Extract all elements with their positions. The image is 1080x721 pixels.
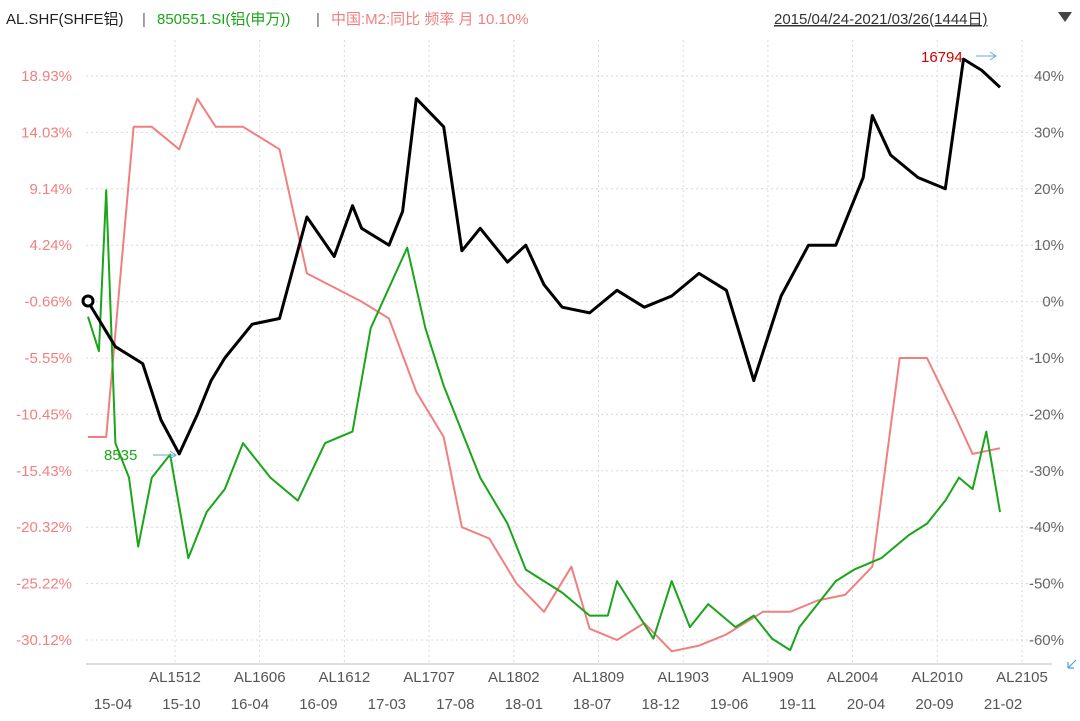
left-tick-label: -15.43% <box>16 463 72 480</box>
x-date-label: 20-04 <box>847 696 885 713</box>
x-contract-label: AL1707 <box>403 669 455 686</box>
x-date-label: 16-09 <box>299 696 337 713</box>
max-arrow <box>976 51 997 61</box>
left-tick-label: -30.12% <box>16 632 72 649</box>
right-tick-label: 0% <box>1042 294 1064 311</box>
right-tick-label: 30% <box>1034 124 1064 141</box>
x-date-label: 19-11 <box>779 696 816 713</box>
x-contract-label: AL1512 <box>149 669 201 686</box>
x-date-label: 20-09 <box>915 696 953 713</box>
right-tick-label: -20% <box>1029 406 1064 423</box>
left-tick-label: -10.45% <box>16 406 72 423</box>
x-date-label: 15-04 <box>94 696 132 713</box>
right-tick-label: 20% <box>1034 181 1064 198</box>
x-contract-label: AL1903 <box>657 669 709 686</box>
x-date-label: 15-10 <box>162 696 200 713</box>
x-date-label: 21-02 <box>984 696 1022 713</box>
left-tick-label: -5.55% <box>24 350 72 367</box>
min-annotation: 8535 <box>104 447 137 464</box>
right-tick-label: -60% <box>1029 632 1064 649</box>
legend-al[interactable]: AL.SHF(SHFE铝) <box>6 11 124 28</box>
right-tick-label: -30% <box>1029 463 1064 480</box>
legend-sep-1: | <box>142 11 146 28</box>
x-contract-label: AL1612 <box>319 669 371 686</box>
right-tick-label: -50% <box>1029 576 1064 593</box>
x-axis: AL1512 AL1606 AL1612 AL1707 AL1802 AL1809 AL19… <box>94 669 1048 713</box>
start-marker[interactable] <box>81 294 95 308</box>
x-date-label: 16-04 <box>231 696 269 713</box>
x-contract-label: AL1606 <box>234 669 286 686</box>
x-date-label: 18-01 <box>505 696 543 713</box>
right-tick-label: 40% <box>1034 68 1064 85</box>
resize-corner-icon[interactable] <box>1067 659 1077 669</box>
right-tick-label: -10% <box>1029 350 1064 367</box>
left-tick-label: -25.22% <box>16 576 72 593</box>
triangle-down-icon[interactable] <box>1058 12 1072 22</box>
x-date-label: 18-07 <box>573 696 611 713</box>
left-axis: 18.93% 14.03% 9.14% 4.24% -0.66% -5.55% -10.45… <box>16 68 72 649</box>
left-tick-label: 9.14% <box>29 181 72 198</box>
left-tick-label: 18.93% <box>21 68 72 85</box>
x-date-label: 17-03 <box>368 696 406 713</box>
x-date-label: 19-06 <box>710 696 748 713</box>
x-contract-label: AL1802 <box>488 669 540 686</box>
series-lines <box>86 57 1002 653</box>
right-axis: 40% 30% 20% 10% 0% -10% -20% -30% -40% -50% -60% <box>1029 68 1064 649</box>
x-contract-label: AL2105 <box>996 669 1048 686</box>
right-tick-label: 10% <box>1034 237 1064 254</box>
legend-sw[interactable]: 850551.SI(铝(申万)) <box>157 11 290 28</box>
legend-m2[interactable]: 中国:M2:同比 频率 月 10.10% <box>331 11 529 28</box>
m2-line[interactable] <box>88 97 1001 653</box>
x-contract-label: AL2010 <box>911 669 963 686</box>
date-range[interactable]: 2015/04/24-2021/03/26(1444日) <box>774 11 988 28</box>
left-tick-label: 14.03% <box>21 124 72 141</box>
max-annotation: 16794 <box>921 49 963 66</box>
left-tick-label: 4.24% <box>29 237 72 254</box>
right-tick-label: -40% <box>1029 519 1064 536</box>
legend-sep-2: | <box>316 11 320 28</box>
al-shf-line[interactable] <box>86 57 1002 456</box>
x-contract-label: AL2004 <box>827 669 879 686</box>
left-tick-label: -20.32% <box>16 519 72 536</box>
min-arrow <box>153 450 177 460</box>
x-contract-label: AL1909 <box>742 669 794 686</box>
left-tick-label: -0.66% <box>24 294 72 311</box>
x-contract-label: AL1809 <box>573 669 625 686</box>
x-date-label: 18-12 <box>642 696 680 713</box>
x-date-label: 17-08 <box>436 696 474 713</box>
sw-line[interactable] <box>87 189 1001 652</box>
grid <box>86 40 1052 665</box>
